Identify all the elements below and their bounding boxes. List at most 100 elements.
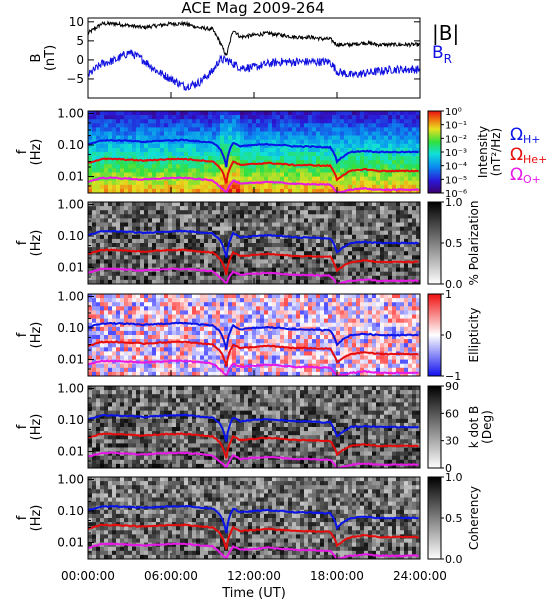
spectrogram-cell — [192, 343, 197, 348]
spectrogram-cell — [164, 351, 169, 356]
spectrogram-cell — [360, 222, 365, 227]
spectrogram-cell — [276, 247, 281, 252]
spectrogram-cell — [124, 152, 129, 157]
spectrogram-cell — [92, 184, 97, 190]
spectrogram-cell — [404, 180, 409, 186]
spectrogram-cell — [316, 168, 321, 173]
spectrogram-cell — [224, 222, 229, 227]
spectrogram-cell — [224, 115, 229, 120]
spectrogram-cell — [348, 127, 353, 132]
spectrogram-cell — [280, 294, 285, 299]
spectrogram-cell — [304, 355, 309, 360]
spectrogram-cell — [260, 318, 265, 323]
spectrogram-cell — [152, 214, 157, 219]
spectrogram-cell — [240, 152, 245, 157]
gyro-line-h-plus — [88, 138, 420, 168]
spectrogram-cell — [152, 255, 157, 260]
spectrogram-cell — [100, 318, 105, 323]
spectrogram-cell — [124, 119, 129, 124]
spectrogram-cell — [404, 275, 409, 281]
spectrogram-cell — [220, 271, 225, 277]
spectrogram-cell — [268, 347, 273, 352]
spectrogram-cell — [176, 263, 181, 268]
spectrogram-cell — [280, 156, 285, 161]
spectrogram-cell — [88, 143, 93, 149]
spectrogram-cell — [292, 371, 297, 376]
spectrogram-cell — [232, 347, 237, 352]
spectrogram-cell — [264, 222, 269, 227]
spectrogram-cell — [144, 298, 149, 303]
spectrogram-cell — [336, 226, 341, 231]
spectrogram-cell — [312, 314, 317, 319]
spectrogram-cell — [224, 184, 229, 190]
spectrogram-cell — [272, 119, 277, 124]
spectrogram-cell — [360, 363, 365, 369]
spectrogram-cell — [380, 156, 385, 161]
spectrogram-cell — [240, 247, 245, 252]
spectrogram-cell — [200, 351, 205, 356]
spectrogram-cell — [392, 335, 397, 340]
spectrogram-cell — [124, 156, 129, 161]
spectrogram-cell — [172, 111, 177, 116]
spectrogram-cell — [256, 202, 261, 207]
spectrogram-cell — [216, 111, 221, 116]
spectrogram-cell — [352, 131, 357, 136]
spectrogram-cell — [284, 359, 289, 364]
spectrogram-cell — [252, 267, 257, 272]
spectrogram-cell — [180, 263, 185, 268]
spectrogram-cell — [356, 318, 361, 323]
spectrogram-cell — [352, 339, 357, 344]
spectrogram-cell — [168, 263, 173, 268]
spectrogram-cell — [220, 202, 225, 207]
spectrogram-cell — [324, 184, 329, 190]
spectrogram-cell — [136, 259, 141, 264]
spectrogram-cell — [252, 302, 257, 307]
spectrogram-cell — [340, 271, 345, 277]
spectrogram-cell — [140, 188, 145, 193]
spectrogram-cell — [412, 164, 417, 169]
spectrogram-cell — [96, 294, 101, 299]
spectrogram-cell — [196, 326, 201, 332]
spectrogram-cell — [120, 123, 125, 128]
spectrogram-cell — [292, 355, 297, 360]
spectrogram-cell — [336, 347, 341, 352]
spectrogram-cell — [256, 367, 261, 373]
spectrogram-cell — [300, 152, 305, 157]
spectrogram-cell — [184, 310, 189, 315]
spectrogram-cell — [276, 267, 281, 272]
spectrogram-cell — [380, 294, 385, 299]
spectrogram-cell — [240, 347, 245, 352]
spectrogram-cell — [168, 206, 173, 211]
spectrogram-cell — [212, 172, 217, 177]
spectrogram-cell — [392, 160, 397, 165]
spectrogram-cell — [92, 115, 97, 120]
spectrogram-cell — [148, 298, 153, 303]
spectrogram-cell — [168, 135, 173, 140]
spectrogram-cell — [388, 267, 393, 272]
spectrogram-cell — [144, 156, 149, 161]
spectrogram-cell — [328, 247, 333, 252]
spectrogram-cell — [288, 119, 293, 124]
spectrogram-cell — [248, 111, 253, 116]
spectrogram-cell — [356, 294, 361, 299]
spectrogram-cell — [328, 343, 333, 348]
spectrogram-cell — [104, 184, 109, 190]
spectrogram-cell — [352, 135, 357, 140]
spectrogram-cell — [348, 143, 353, 149]
spectrogram-cell — [292, 255, 297, 260]
spectrogram-cell — [140, 275, 145, 281]
spectrogram-cell — [356, 298, 361, 303]
spectrogram-cell — [244, 359, 249, 364]
spectrogram-cell — [208, 214, 213, 219]
spectrogram-cell — [372, 263, 377, 268]
spectrogram-cell — [348, 226, 353, 231]
spectrogram-cell — [116, 139, 121, 145]
spectrogram-cell — [108, 314, 113, 319]
spectrogram-cell — [120, 131, 125, 136]
spectrogram-cell — [228, 243, 233, 248]
spectrogram-cell — [224, 168, 229, 173]
spectrogram-cell — [368, 359, 373, 364]
spectrogram-cell — [372, 184, 377, 190]
spectrogram-cell — [360, 302, 365, 307]
spectrogram-cell — [308, 180, 313, 186]
